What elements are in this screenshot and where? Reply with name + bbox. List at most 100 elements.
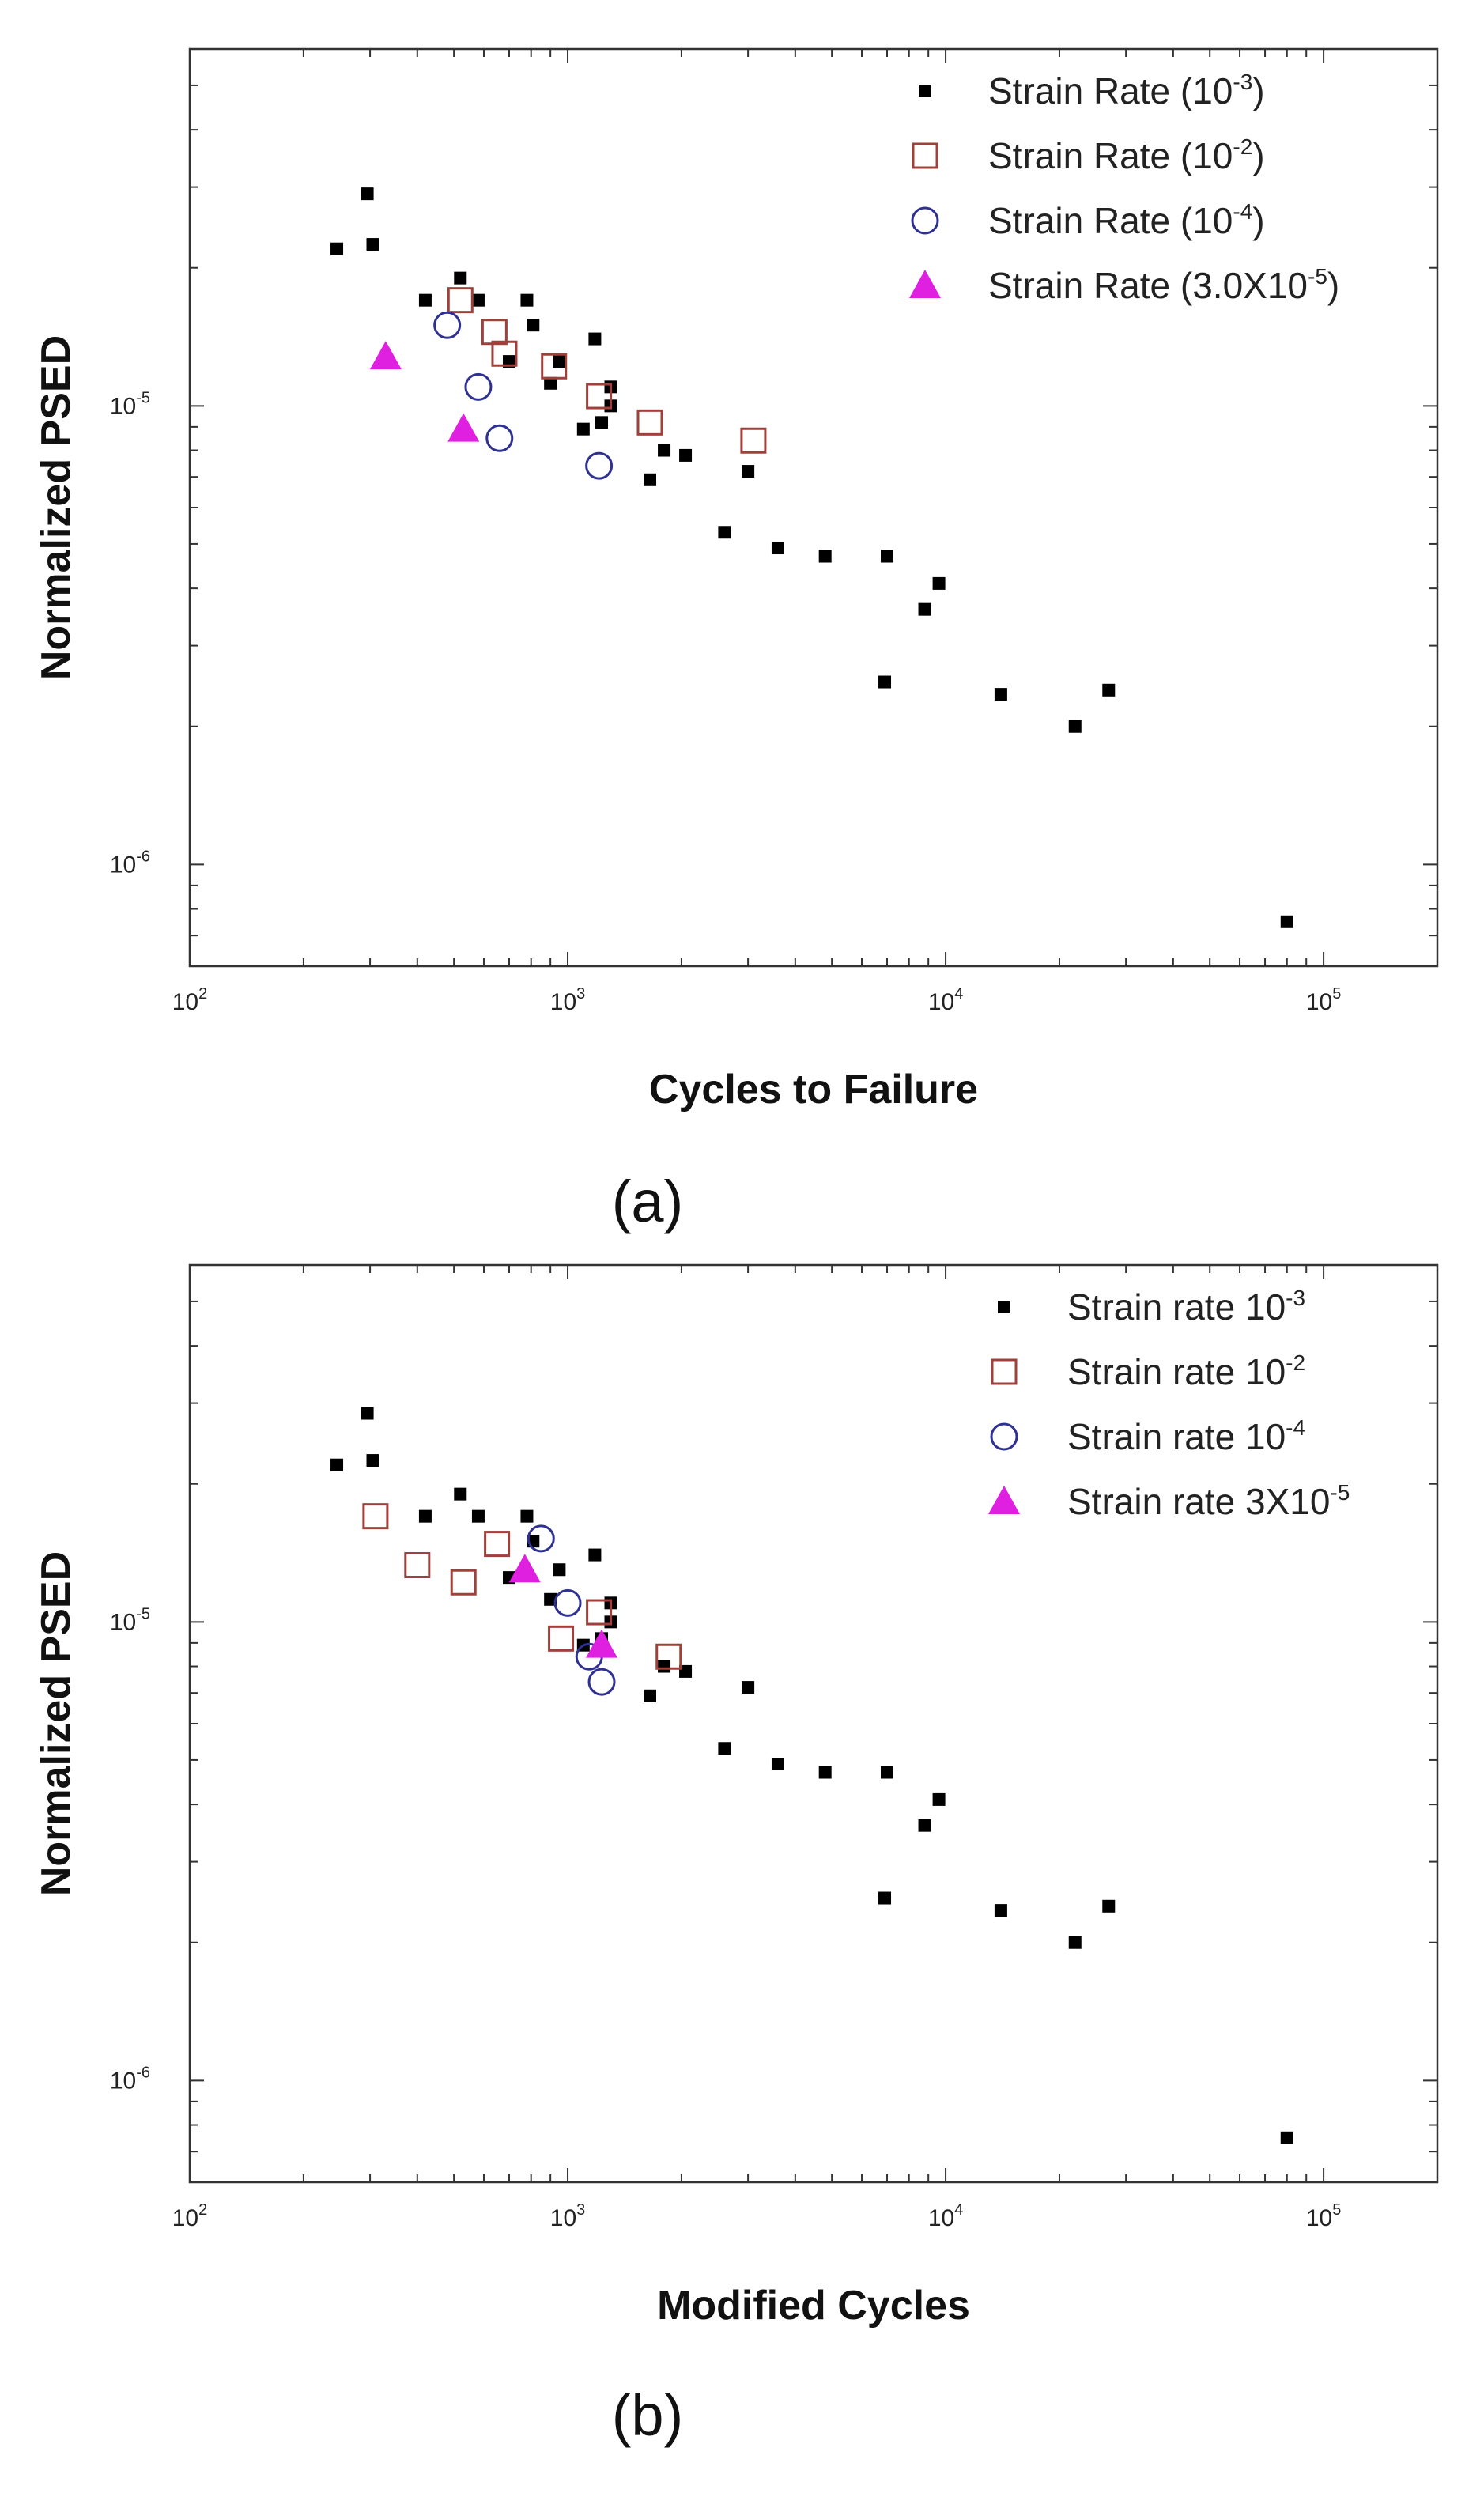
- data-point: [541, 353, 568, 380]
- data-point: [918, 602, 931, 616]
- data-point: [361, 187, 374, 201]
- series-filled-triangle: [508, 1554, 618, 1658]
- data-point: [718, 1742, 731, 1755]
- data-point: [527, 1524, 555, 1553]
- legend-marker: [912, 142, 938, 169]
- series-open-circle: [433, 311, 614, 480]
- y-axis-title: Normalized PSED: [33, 335, 79, 680]
- data-point: [520, 293, 534, 307]
- data-point: [932, 1792, 946, 1806]
- data-point: [471, 1509, 485, 1523]
- x-tick-label: 105: [1306, 2201, 1342, 2231]
- chart-panel-a: 102 103 104 105 10-6 10-5 Cycles to Failure Nor…: [33, 47, 1439, 1234]
- series-open-square: [447, 287, 767, 454]
- data-point: [553, 355, 566, 368]
- data-point: [740, 427, 767, 454]
- legend-entry: Strain rate 10-4: [1067, 1415, 1305, 1457]
- legend-entry: Strain rate 10-2: [1067, 1350, 1305, 1392]
- data-point: [508, 1554, 541, 1583]
- legend-entry: Strain Rate (3.0X10-5): [988, 264, 1339, 306]
- legend-marker: [991, 1358, 1018, 1385]
- data-point: [576, 422, 590, 436]
- data-point: [918, 1819, 931, 1832]
- data-point: [881, 550, 894, 563]
- x-tick-label: 102: [172, 2201, 208, 2231]
- legend-entry: Strain Rate (10-3): [988, 70, 1265, 111]
- data-point: [585, 451, 614, 480]
- data-point: [679, 1664, 693, 1678]
- data-point: [471, 293, 485, 307]
- series-filled-triangle: [369, 341, 480, 442]
- data-point: [484, 1531, 511, 1558]
- data-point: [520, 1509, 534, 1523]
- data-point: [718, 526, 731, 539]
- data-point: [544, 376, 557, 390]
- data-point: [881, 1766, 894, 1779]
- data-point: [544, 1592, 557, 1606]
- data-point: [362, 1503, 389, 1530]
- legend-marker: [911, 206, 939, 235]
- data-point: [586, 1599, 613, 1626]
- data-point: [1102, 1899, 1116, 1913]
- legend-marker: [909, 270, 941, 298]
- data-point: [932, 576, 946, 590]
- data-point: [878, 1891, 892, 1905]
- x-tick-label: 104: [928, 2201, 964, 2231]
- data-point: [658, 1660, 671, 1673]
- data-point: [418, 1509, 432, 1523]
- x-tick-label: 104: [928, 985, 964, 1015]
- data-point: [588, 332, 602, 346]
- data-point: [1280, 2131, 1293, 2144]
- data-point: [450, 1569, 477, 1596]
- data-point: [485, 424, 514, 452]
- data-point: [361, 1407, 374, 1420]
- x-axis-title: Cycles to Failure: [649, 1067, 978, 1112]
- data-point: [1102, 683, 1116, 697]
- data-point: [586, 1629, 618, 1658]
- data-point: [658, 444, 671, 457]
- x-tick-label: 103: [550, 985, 586, 1015]
- series-open-square: [362, 1503, 682, 1670]
- data-point: [369, 341, 402, 370]
- data-point: [587, 1668, 616, 1696]
- x-tick-label: 102: [172, 985, 208, 1015]
- data-point: [553, 1563, 566, 1577]
- data-point: [742, 465, 755, 478]
- data-point: [454, 271, 467, 285]
- legend-entry: Strain Rate (10-4): [988, 199, 1265, 241]
- data-point: [994, 1904, 1007, 1917]
- data-point: [454, 1487, 467, 1501]
- data-point: [366, 238, 379, 251]
- data-point: [818, 1766, 832, 1779]
- data-point: [553, 1588, 582, 1617]
- x-axis-title: Modified Cycles: [657, 2283, 970, 2329]
- data-point: [330, 1458, 344, 1471]
- y-tick-label: 10-5: [110, 389, 150, 419]
- legend-marker: [990, 1422, 1018, 1451]
- data-point: [679, 448, 693, 462]
- data-point: [433, 311, 462, 339]
- data-point: [1068, 720, 1082, 733]
- data-point: [655, 1643, 682, 1670]
- data-point: [548, 1625, 575, 1652]
- data-point: [366, 1454, 379, 1467]
- panel-label: (b): [612, 2382, 683, 2448]
- legend-entry: Strain rate 3X10-5: [1067, 1480, 1350, 1522]
- y-tick-label: 10-6: [110, 2064, 150, 2094]
- y-tick-label: 10-6: [110, 848, 150, 878]
- data-point: [491, 340, 518, 367]
- data-point: [818, 550, 832, 563]
- data-point: [464, 372, 493, 401]
- chart-panel-b: 102 103 104 105 10-6 10-5 Modified Cycles Norma…: [33, 1263, 1439, 2448]
- legend-marker: [998, 1301, 1010, 1313]
- legend-entry: Strain rate 10-3: [1067, 1286, 1305, 1328]
- data-point: [404, 1551, 431, 1578]
- data-point: [330, 242, 344, 255]
- y-tick-label: 10-5: [110, 1605, 150, 1635]
- panel-label: (a): [612, 1169, 683, 1234]
- data-point: [481, 319, 508, 346]
- data-point: [771, 542, 784, 555]
- x-tick-label: 103: [550, 2201, 586, 2231]
